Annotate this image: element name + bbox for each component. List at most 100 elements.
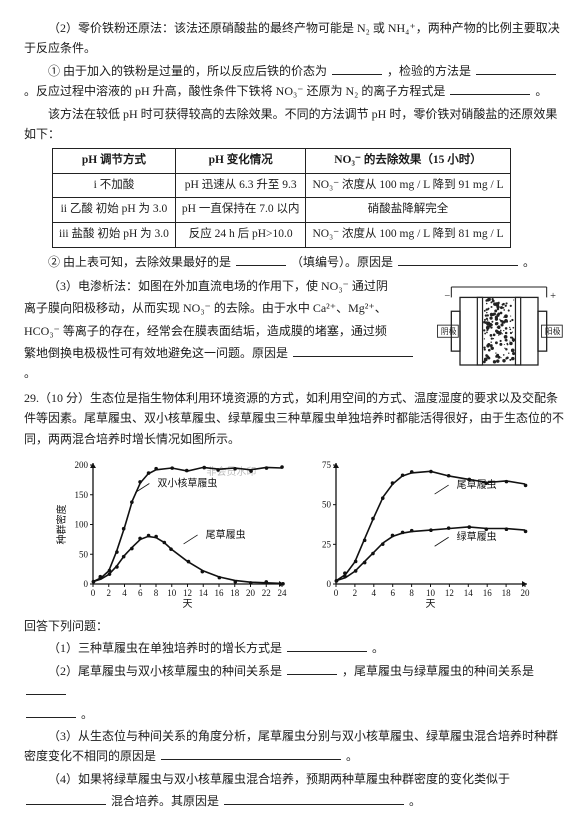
- table-header-row: pH 调节方式 pH 变化情况 NO₃⁻ 的去除效果（15 小时）: [53, 149, 511, 174]
- svg-text:14: 14: [464, 588, 474, 598]
- svg-text:22: 22: [262, 588, 271, 598]
- svg-text:14: 14: [199, 588, 209, 598]
- sec3-l2: 离子膜向阳极移动，从而实现 NO₃⁻ 的去除。由于水中 Ca²⁺、Mg²⁺、: [24, 298, 426, 318]
- answers-head: 回答下列问题：: [24, 616, 564, 636]
- q29-1: （1）三种草履虫在单独培养时的增长方式是 。: [24, 638, 564, 658]
- svg-text:18: 18: [230, 588, 240, 598]
- svg-text:6: 6: [138, 588, 143, 598]
- t: 。: [24, 366, 36, 380]
- svg-text:尾草履虫: 尾草履虫: [206, 529, 246, 541]
- ph-table: pH 调节方式 pH 变化情况 NO₃⁻ 的去除效果（15 小时） i 不加酸 …: [52, 148, 511, 247]
- svg-text:8: 8: [154, 588, 159, 598]
- table-row: i 不加酸 pH 迅速从 6.3 升至 9.3 NO₃⁻ 浓度从 100 mg …: [53, 173, 511, 198]
- t: 。: [409, 794, 421, 808]
- t: （填编号）。原因是: [291, 255, 393, 269]
- q29-4: （4）如果将绿草履虫与双小核草履虫混合培养，预期两种草履虫种群密度的变化类似于: [24, 769, 564, 789]
- svg-text:天: 天: [426, 599, 436, 610]
- q29-2: （2）尾草履虫与双小核草履虫的种间关系是 ，尾草履虫与绿草履虫的种间关系是: [24, 661, 564, 702]
- t: 。: [372, 641, 384, 655]
- t: ，尾草履虫与绿草履虫的种间关系是: [342, 664, 534, 678]
- q29-head: 29.（10 分）生态位是指生物体利用环境资源的方式，如利用空间的方式、温度湿度…: [24, 388, 564, 449]
- th-method: pH 调节方式: [53, 149, 176, 174]
- t: （4）如果将绿草履虫与双小核草履虫混合培养，预期两种草履虫种群密度的变化类似于: [48, 772, 510, 786]
- cell: iii 盐酸 初始 pH 为 3.0: [53, 222, 176, 247]
- svg-text:天: 天: [183, 599, 193, 610]
- charts-row: 050100150200024681012141618202224天种群密度非会…: [24, 455, 564, 610]
- t: 混合培养。其原因是: [111, 794, 219, 808]
- chart-a: 050100150200024681012141618202224天种群密度非会…: [55, 455, 290, 610]
- svg-text:100: 100: [75, 520, 89, 530]
- t: （1）三种草履虫在单独培养时的增长方式是: [48, 641, 282, 655]
- table-row: ii 乙酸 初始 pH 为 3.0 pH 一直保持在 7.0 以内 硝酸盐降解完…: [53, 198, 511, 223]
- svg-text:双小核草履虫: 双小核草履虫: [157, 477, 217, 490]
- cell: 反应 24 h 后 pH>10.0: [175, 222, 306, 247]
- svg-text:0: 0: [91, 588, 96, 598]
- t: ① 由于加入的铁粉是过量的，所以反应后铁的价态为: [48, 64, 327, 78]
- blank-electro-reason: [293, 344, 413, 357]
- cell: pH 迅速从 6.3 升至 9.3: [175, 173, 306, 198]
- svg-text:尾草履虫: 尾草履虫: [457, 479, 497, 491]
- sec3-row: （3）电渗析法：如图在外加直流电场的作用下，使 NO₃⁻ 通过阴 离子膜向阳极移…: [24, 274, 564, 386]
- svg-text:75: 75: [322, 460, 332, 470]
- blank-reason-best: [398, 253, 518, 266]
- t: 。反应过程中溶液的 pH 升高，酸性条件下铁将 NO₃⁻ 还原为 N₂ 的离子方…: [24, 84, 445, 98]
- blank-rel-2: [26, 682, 66, 695]
- cell: NO₃⁻ 浓度从 100 mg / L 降到 91 mg / L: [306, 173, 510, 198]
- svg-text:2: 2: [353, 588, 358, 598]
- t: 繁地倒换电极极性可有效地避免这一问题。原因是: [24, 346, 288, 360]
- svg-text:8: 8: [409, 588, 414, 598]
- svg-text:种群密度: 种群密度: [55, 505, 68, 545]
- svg-text:2: 2: [107, 588, 112, 598]
- svg-text:4: 4: [372, 588, 377, 598]
- t: ② 由上表可知，去除效果最好的是: [48, 255, 231, 269]
- blank-best-id: [236, 253, 286, 266]
- blank-reason-4: [224, 792, 404, 805]
- svg-text:0: 0: [327, 579, 332, 589]
- t: ，检验的方法是: [387, 64, 471, 78]
- svg-text:4: 4: [122, 588, 127, 598]
- cell: ii 乙酸 初始 pH 为 3.0: [53, 198, 176, 223]
- q29-4b: 混合培养。其原因是 。: [24, 791, 564, 811]
- blank-test-method: [476, 62, 556, 75]
- q29-3: （3）从生态位与种间关系的角度分析，尾草履虫分别与双小核草履虫、绿草履虫混合培养…: [24, 726, 564, 767]
- blank-rel-1: [287, 662, 337, 675]
- svg-text:16: 16: [215, 588, 225, 598]
- svg-text:24: 24: [278, 588, 288, 598]
- svg-text:−: −: [444, 291, 450, 302]
- svg-text:150: 150: [75, 490, 89, 500]
- t: 。: [346, 749, 358, 763]
- svg-text:非会员水印: 非会员水印: [206, 465, 256, 478]
- th-effect: NO₃⁻ 的去除效果（15 小时）: [306, 149, 510, 174]
- cell: NO₃⁻ 浓度从 100 mg / L 降到 81 mg / L: [306, 222, 510, 247]
- cell: 硝酸盐降解完全: [306, 198, 510, 223]
- svg-text:50: 50: [322, 500, 332, 510]
- sec2-p1: ① 由于加入的铁粉是过量的，所以反应后铁的价态为 ，检验的方法是 。反应过程中溶…: [24, 61, 564, 102]
- blank-rel-2b: [26, 705, 76, 718]
- cell: pH 一直保持在 7.0 以内: [175, 198, 306, 223]
- svg-text:阴极: 阴极: [441, 326, 457, 336]
- svg-text:16: 16: [483, 588, 493, 598]
- cell: i 不加酸: [53, 173, 176, 198]
- sec3-l1: （3）电渗析法：如图在外加直流电场的作用下，使 NO₃⁻ 通过阴: [24, 276, 426, 296]
- svg-text:20: 20: [521, 588, 531, 598]
- blank-growth-mode: [287, 639, 367, 652]
- sec3-l3: HCO₃⁻ 等离子的存在，经常会在膜表面结垢，造成膜的堵塞，通过频: [24, 321, 426, 341]
- t: 。: [535, 84, 547, 98]
- sec2-head: （2）零价铁粉还原法：该法还原硝酸盐的最终产物可能是 N₂ 或 NH₄⁺，两种产…: [24, 18, 564, 59]
- svg-text:200: 200: [75, 460, 89, 470]
- chart-b: 025507502468101214161820天尾草履虫绿草履虫: [298, 455, 533, 610]
- t: 。: [523, 255, 535, 269]
- svg-text:20: 20: [246, 588, 256, 598]
- svg-text:阳极: 阳极: [545, 326, 561, 336]
- blank-valence: [332, 62, 382, 75]
- sec2-p2: 该方法在较低 pH 时可获得较高的去除效果。不同的方法调节 pH 时，零价铁对硝…: [24, 104, 564, 145]
- svg-text:25: 25: [322, 539, 332, 549]
- svg-text:6: 6: [390, 588, 395, 598]
- electrodialysis-diagram: −+阴极阳极: [434, 278, 564, 374]
- svg-text:50: 50: [79, 549, 89, 559]
- svg-text:12: 12: [183, 588, 192, 598]
- blank-similar-to: [26, 792, 106, 805]
- svg-text:0: 0: [84, 579, 89, 589]
- svg-text:10: 10: [167, 588, 177, 598]
- table-row: iii 盐酸 初始 pH 为 3.0 反应 24 h 后 pH>10.0 NO₃…: [53, 222, 511, 247]
